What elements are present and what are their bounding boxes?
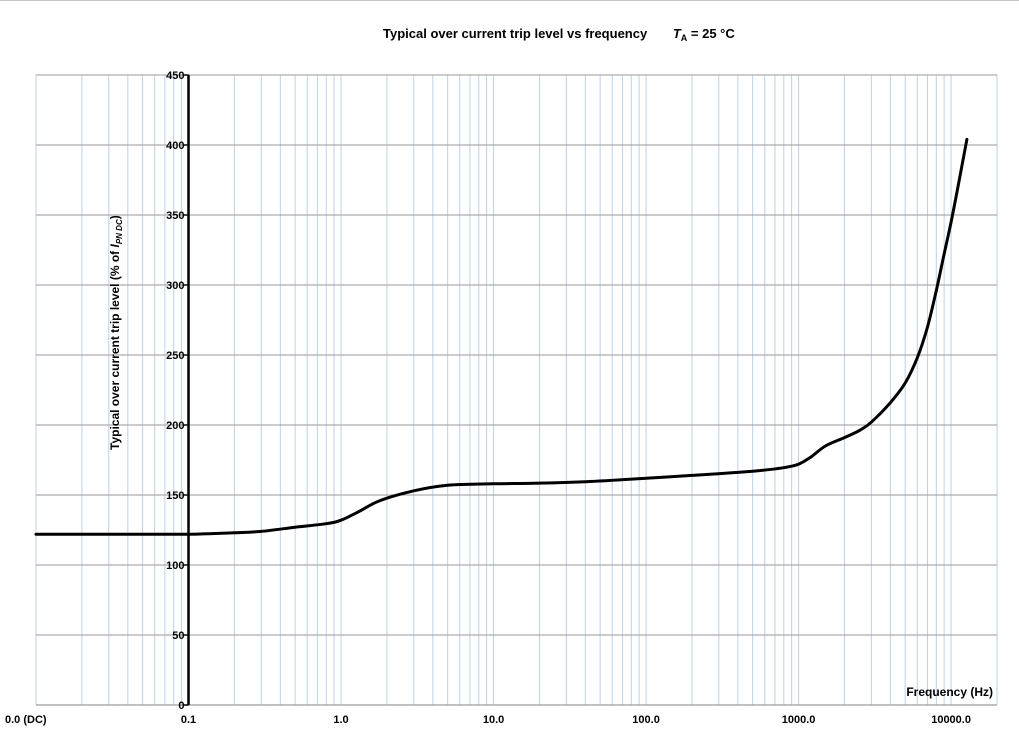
grid [35,74,998,706]
x-tick-label: 10000.0 [931,714,971,726]
x-axis-label: Frequency (Hz) [906,685,993,699]
x-tick-label: 10.0 [483,714,504,726]
y-tick-label: 0 [178,700,184,712]
y-tick-label: 200 [166,420,184,432]
y-tick-label: 300 [166,280,184,292]
x-tick-label: 1.0 [333,714,348,726]
axes [36,74,997,706]
trip-level-curve [34,137,969,536]
y-tick-label: 150 [166,490,184,502]
x-tick-label: 1000.0 [782,714,816,726]
y-tick-label: 450 [166,70,184,82]
y-tick-label: 100 [166,560,184,572]
y-axis-label: Typical over current trip level (% of IP… [108,215,124,450]
x-tick-label: 0.1 [181,714,196,726]
y-tick-label: 50 [172,630,184,642]
x-tick-label: 0.0 (DC) [5,714,47,726]
y-tick-label: 250 [166,350,184,362]
series [34,137,969,536]
y-tick-label: 400 [166,140,184,152]
x-tick-label: 100.0 [632,714,660,726]
top-rule [0,0,1019,1]
y-tick-label: 350 [166,210,184,222]
chart-title: Typical over current trip level vs frequ… [383,26,735,43]
tick-labels: 0 50 100 150 200 250 300 350 400 450 0.0 (DC) 0.1 1.… [5,70,971,726]
